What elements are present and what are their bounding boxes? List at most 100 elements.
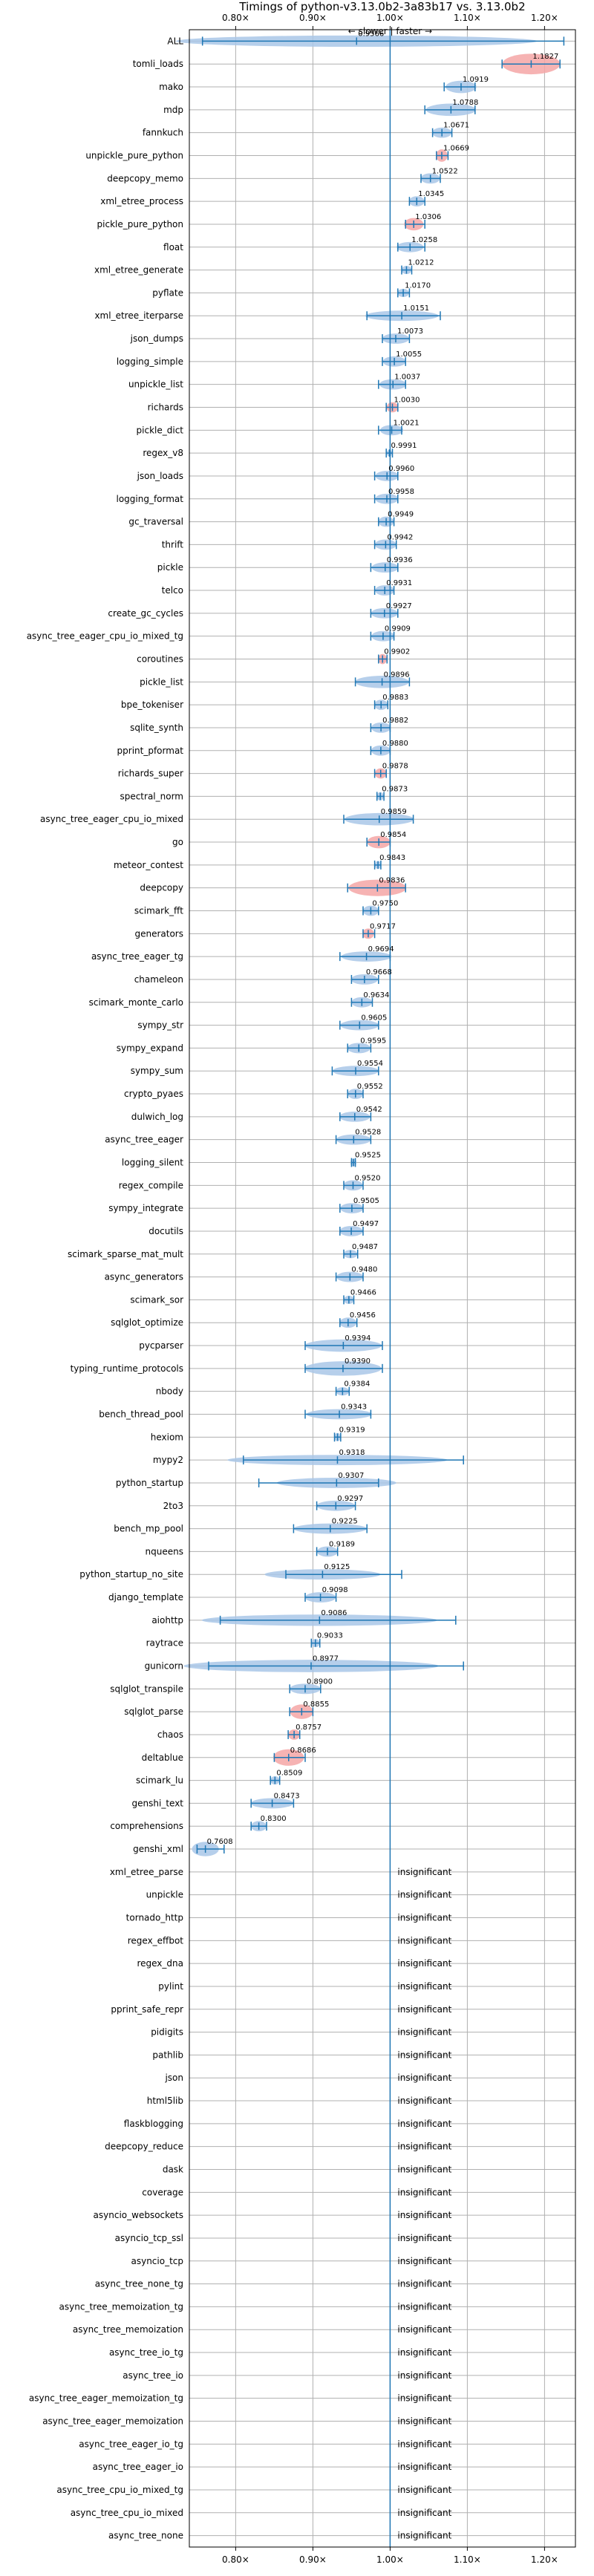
benchmark-label: sympy_str	[137, 1020, 183, 1031]
benchmark-label: pidigits	[151, 2027, 183, 2038]
benchmark-label: hexiom	[151, 1432, 183, 1442]
insignificant-label: insignificant	[397, 2050, 451, 2060]
benchmark-label: mako	[159, 82, 183, 92]
insignificant-label: insignificant	[397, 2210, 451, 2220]
value-label: 1.0151	[403, 304, 429, 313]
grid	[189, 30, 575, 2547]
benchmark-label: async_generators	[105, 1272, 183, 1282]
value-label: 1.0919	[463, 76, 489, 84]
benchmark-label: xml_etree_generate	[94, 265, 183, 275]
value-label: 0.9605	[361, 1014, 387, 1023]
error-bars	[196, 36, 565, 1854]
value-label: 0.9520	[354, 1174, 380, 1182]
benchmark-label: html5lib	[147, 2096, 183, 2106]
benchmark-label: crypto_pyaes	[124, 1089, 183, 1099]
benchmark-label: deltablue	[142, 1752, 183, 1763]
value-label: 1.0788	[452, 99, 478, 107]
insignificant-label: insignificant	[397, 1890, 451, 1900]
value-label: 0.9125	[324, 1563, 350, 1571]
insignificant-label: insignificant	[397, 1981, 451, 1992]
value-label: 0.9552	[357, 1083, 383, 1091]
value-label: 0.8977	[313, 1655, 339, 1663]
benchmark-label: logging_silent	[122, 1158, 183, 1168]
benchmark-label: async_tree_eager_tg	[91, 951, 183, 962]
insignificant-label: insignificant	[397, 2301, 451, 2312]
benchmark-label: docutils	[148, 1226, 183, 1236]
x-tick-label: 0.80×	[222, 13, 249, 23]
benchmark-label: async_tree_cpu_io_mixed	[71, 2508, 183, 2518]
insignificant-label: insignificant	[397, 2165, 451, 2175]
value-label: 0.9319	[339, 1426, 365, 1434]
benchmark-label: sympy_expand	[117, 1043, 183, 1053]
benchmark-label: async_tree_memoization	[73, 2324, 183, 2335]
value-label: 1.0306	[415, 213, 441, 221]
benchmark-label: async_tree_eager_cpu_io_mixed_tg	[27, 631, 183, 642]
insignificant-label: insignificant	[397, 2508, 451, 2518]
benchmark-label: comprehensions	[110, 1821, 183, 1831]
value-label: 0.9390	[345, 1357, 371, 1366]
value-label: 0.8900	[307, 1677, 333, 1686]
value-label: 0.9480	[351, 1266, 377, 1274]
benchmark-label: spectral_norm	[120, 791, 183, 801]
value-label: 0.9859	[381, 808, 407, 816]
value-label: 0.9960	[388, 465, 414, 473]
benchmark-label: meteor_contest	[114, 860, 183, 870]
insignificant-label: insignificant	[397, 1935, 451, 1946]
benchmark-label: ALL	[167, 36, 183, 46]
benchmark-label: raytrace	[146, 1638, 183, 1649]
value-label: 0.9394	[345, 1334, 371, 1343]
value-label: 0.9343	[341, 1403, 367, 1412]
benchmark-label: unpickle	[146, 1890, 183, 1900]
insignificant-label: insignificant	[397, 2142, 451, 2152]
benchmark-label: asyncio_websockets	[94, 2210, 183, 2220]
insignificant-label: insignificant	[397, 2096, 451, 2106]
chart-title: Timings of python-v3.13.0b2-3a83b17 vs. …	[238, 0, 525, 13]
benchmark-label: asyncio_tcp	[131, 2256, 183, 2266]
benchmark-label: async_tree_none_tg	[95, 2279, 183, 2289]
value-label: 0.9717	[370, 922, 396, 930]
x-tick-label: 1.20×	[531, 2554, 558, 2565]
benchmark-label: chameleon	[134, 974, 183, 985]
insignificant-label: insignificant	[397, 1867, 451, 1877]
benchmark-label: bpe_tokeniser	[121, 700, 183, 710]
benchmark-label: async_tree_io_tg	[109, 2347, 183, 2358]
value-label: 0.9225	[332, 1518, 358, 1526]
value-label: 0.9318	[339, 1449, 365, 1457]
benchmark-label: async_tree_io	[123, 2370, 183, 2381]
value-label: 0.9554	[357, 1060, 383, 1068]
benchmark-label: sympy_integrate	[108, 1203, 183, 1213]
benchmark-label: mypy2	[153, 1455, 183, 1465]
labels: ALL 0.9566 tomli_loads 1.1827 mako 1.0919 mdp 1…	[27, 30, 559, 2540]
value-label: 0.9634	[363, 991, 389, 1000]
benchmark-label: typing_runtime_protocols	[71, 1363, 183, 1374]
value-label: 0.9595	[360, 1037, 386, 1045]
value-label: 0.9297	[337, 1495, 363, 1503]
benchmark-label: async_tree_eager_memoization	[42, 2416, 183, 2427]
benchmark-label: pycparser	[139, 1340, 183, 1351]
benchmark-label: pathlib	[152, 2050, 183, 2060]
insignificant-label: insignificant	[397, 2027, 451, 2038]
benchmark-label: bench_thread_pool	[99, 1409, 183, 1420]
x-tick-label: 1.10×	[454, 13, 481, 23]
value-label: 0.9902	[384, 648, 410, 656]
benchmark-label: json_dumps	[130, 333, 183, 344]
value-label: 0.9927	[386, 602, 412, 610]
value-label: 0.9958	[388, 488, 414, 496]
benchmark-label: xml_etree_iterparse	[94, 310, 183, 321]
benchmark-label: tornado_http	[126, 1913, 183, 1923]
value-label: 0.9694	[368, 945, 394, 953]
benchmark-label: 2to3	[163, 1501, 183, 1511]
benchmark-label: float	[163, 242, 183, 252]
benchmark-label: sqlglot_parse	[124, 1706, 183, 1717]
benchmark-label: json	[164, 2073, 183, 2083]
benchmark-label: scimark_sor	[130, 1294, 183, 1305]
value-label: 0.9456	[350, 1311, 376, 1320]
value-label: 0.9896	[384, 671, 410, 679]
insignificant-label: insignificant	[397, 2324, 451, 2335]
benchmark-label: deepcopy	[140, 883, 183, 893]
benchmark-label: gunicorn	[145, 1661, 183, 1672]
value-label: 1.0669	[443, 145, 469, 153]
value-label: 0.8757	[296, 1724, 322, 1732]
value-label: 0.8855	[303, 1701, 329, 1709]
benchmark-label: logging_simple	[117, 356, 183, 367]
